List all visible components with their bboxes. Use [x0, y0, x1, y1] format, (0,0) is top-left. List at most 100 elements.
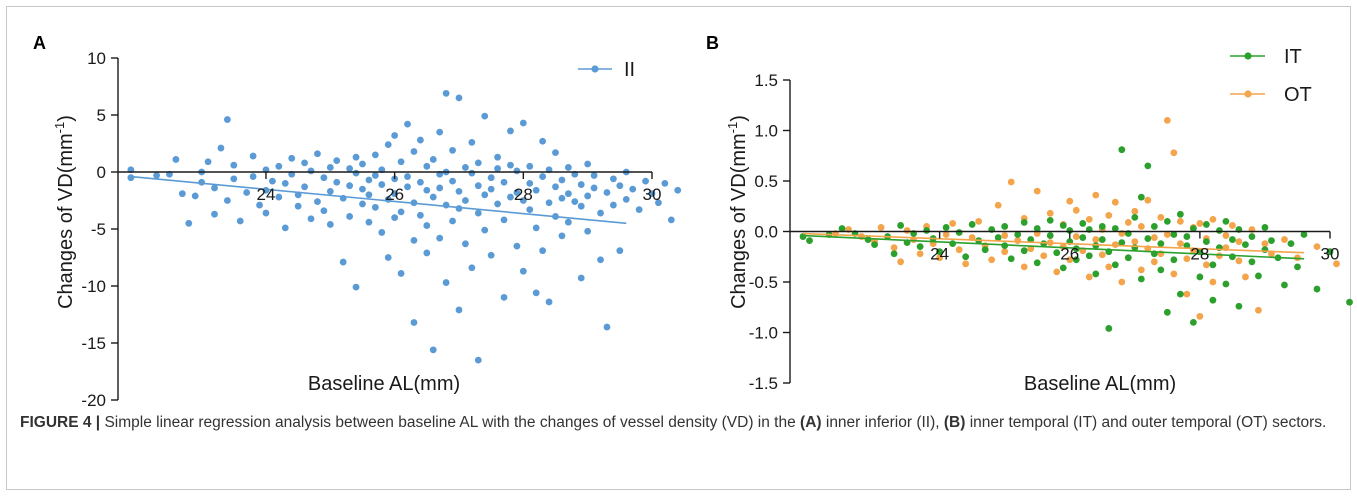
data-point — [275, 193, 283, 201]
data-point — [584, 192, 592, 200]
data-point — [1313, 243, 1321, 251]
data-point — [230, 161, 238, 169]
data-point — [806, 237, 813, 244]
y-tick-label: 10 — [87, 49, 106, 68]
x-tick-label: 26 — [1060, 245, 1079, 264]
data-point — [269, 177, 276, 185]
data-point — [416, 136, 424, 144]
data-point — [597, 256, 604, 264]
data-point — [1072, 206, 1080, 214]
data-point — [436, 234, 444, 242]
data-point — [1118, 278, 1126, 286]
data-point — [436, 128, 444, 136]
data-point — [1326, 248, 1334, 256]
data-point — [481, 112, 489, 120]
y-tick-label: 1.5 — [754, 71, 778, 90]
data-point — [1092, 242, 1100, 250]
data-point — [1196, 312, 1204, 320]
data-point — [1183, 242, 1191, 250]
data-point — [975, 218, 983, 225]
data-point — [371, 203, 379, 211]
data-point — [359, 185, 366, 193]
data-point — [609, 201, 617, 209]
data-point — [1222, 280, 1230, 288]
x-tick-label: 30 — [643, 185, 662, 204]
data-point — [455, 94, 463, 102]
data-point — [526, 180, 534, 187]
data-point — [468, 138, 476, 146]
data-point — [1046, 232, 1054, 239]
data-point — [564, 164, 572, 171]
data-point — [230, 175, 238, 183]
data-point — [1163, 231, 1171, 238]
data-point — [1033, 225, 1041, 232]
data-point — [468, 169, 476, 177]
data-point — [1150, 234, 1158, 241]
data-point — [923, 227, 931, 234]
data-point — [371, 151, 379, 159]
data-point — [1131, 213, 1139, 221]
data-point — [532, 224, 540, 232]
data-point — [577, 202, 585, 210]
data-point — [352, 283, 360, 291]
data-point — [936, 254, 944, 262]
panel-b-legend: IT OT — [1230, 46, 1312, 106]
figure-frame — [6, 6, 1351, 490]
data-point — [1150, 258, 1158, 266]
legend-label-ii: II — [624, 59, 635, 81]
data-point — [1268, 237, 1275, 244]
data-point — [1137, 223, 1145, 230]
data-point — [262, 209, 270, 217]
data-point — [1014, 231, 1022, 238]
data-point — [416, 211, 424, 219]
data-point — [365, 218, 373, 226]
data-point — [442, 89, 450, 97]
x-tick-label: 26 — [385, 185, 404, 204]
data-point — [404, 120, 411, 128]
data-point — [256, 201, 263, 209]
panel-a-x-ticks: 24 26 28 30 — [257, 172, 662, 204]
data-point — [423, 249, 431, 257]
data-point — [539, 247, 547, 255]
legend-label-it: IT — [1284, 46, 1302, 68]
data-point — [468, 264, 476, 272]
data-point — [1111, 261, 1119, 269]
data-point — [307, 215, 315, 223]
panel-a-y-ticks: 10 5 0 -5 -10 -15 -20 — [81, 49, 118, 410]
data-point — [487, 251, 495, 259]
data-point — [1111, 198, 1119, 206]
data-point — [1255, 272, 1262, 280]
data-point — [545, 298, 553, 306]
data-point — [211, 184, 218, 192]
data-point — [359, 160, 366, 168]
data-point — [1150, 223, 1158, 230]
panel-b-letter: B — [706, 33, 719, 53]
data-point — [838, 225, 846, 232]
data-point — [339, 258, 347, 266]
data-point — [301, 159, 308, 167]
data-point — [1001, 232, 1009, 239]
data-point — [655, 199, 662, 207]
data-point — [903, 227, 911, 234]
data-point — [1072, 233, 1080, 240]
data-point — [249, 173, 257, 180]
data-point — [552, 183, 559, 191]
data-point — [1157, 240, 1165, 248]
data-point — [494, 200, 501, 208]
data-point — [391, 190, 399, 198]
data-point — [1170, 231, 1178, 238]
data-point — [1196, 220, 1204, 227]
data-point — [455, 187, 463, 195]
data-point — [346, 182, 354, 190]
data-point — [281, 180, 289, 187]
panel-b-x-ticks: 24 26 28 30 — [930, 231, 1339, 264]
data-point — [236, 217, 244, 225]
y-tick-label: 0.5 — [754, 172, 778, 191]
data-point — [1176, 290, 1184, 298]
data-point — [1235, 238, 1243, 246]
data-point — [519, 267, 527, 275]
panel-b-regression-line-it — [802, 234, 1305, 260]
y-tick-label: -20 — [81, 391, 106, 410]
y-tick-label: -15 — [81, 334, 106, 353]
data-point — [1040, 252, 1048, 260]
